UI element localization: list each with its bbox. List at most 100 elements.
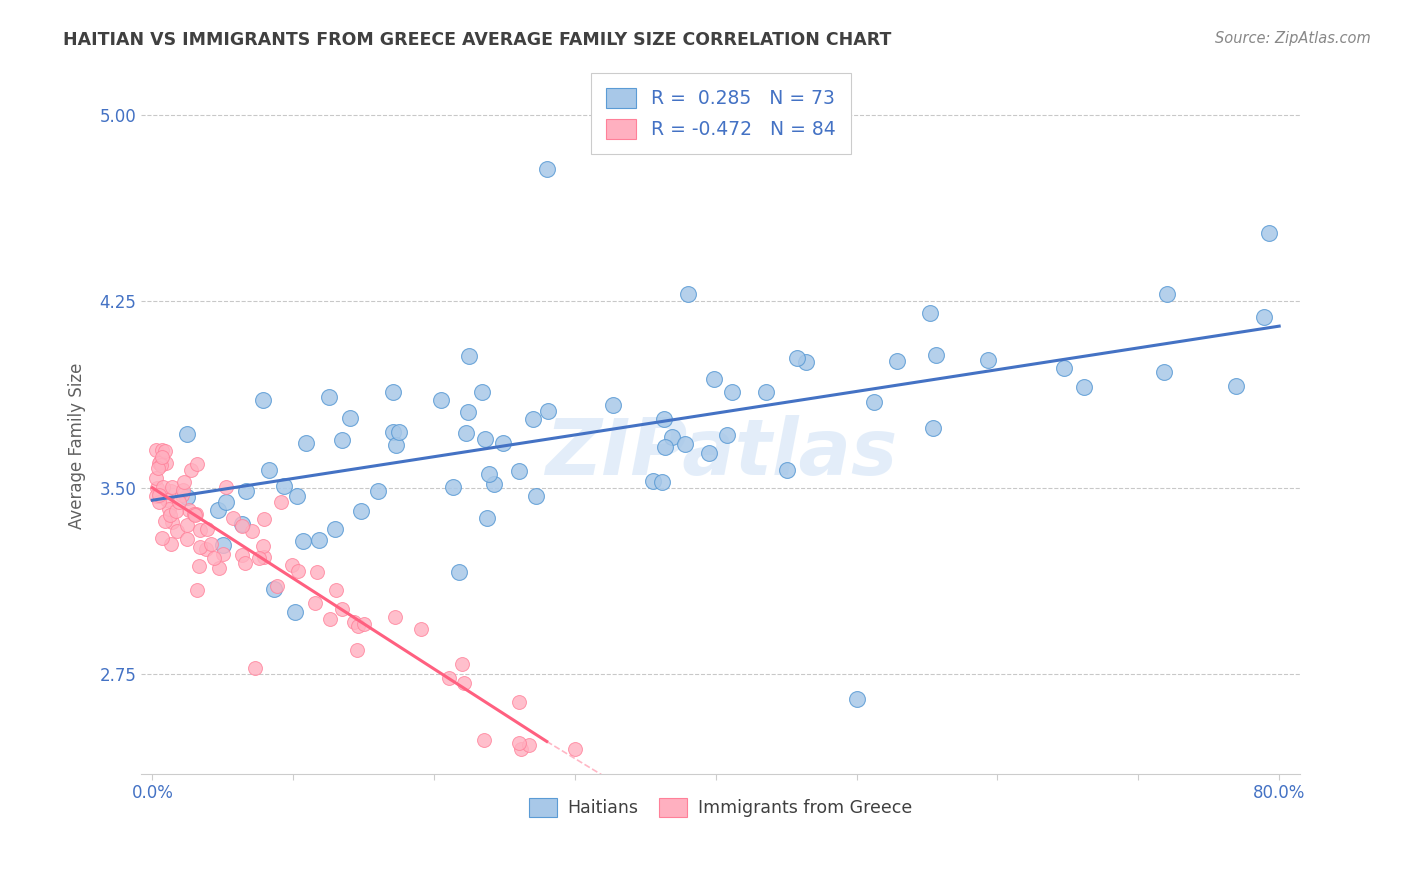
Point xyxy=(330,602,353,616)
Point xyxy=(231,548,253,562)
Point xyxy=(794,354,817,368)
Point xyxy=(176,517,198,532)
Point xyxy=(160,515,183,529)
Point xyxy=(200,537,222,551)
Point xyxy=(654,440,676,454)
Point xyxy=(755,384,778,399)
Point xyxy=(508,695,530,709)
Point xyxy=(977,353,1000,368)
Point xyxy=(339,411,361,425)
Point xyxy=(252,539,274,553)
Point xyxy=(661,430,683,444)
Point xyxy=(273,479,295,493)
Point xyxy=(247,551,270,566)
Point xyxy=(153,514,176,528)
Point xyxy=(651,475,673,489)
Point xyxy=(643,475,665,489)
Point xyxy=(240,524,263,538)
Point xyxy=(173,475,195,489)
Point xyxy=(330,433,353,447)
Point xyxy=(342,615,364,629)
Text: Source: ZipAtlas.com: Source: ZipAtlas.com xyxy=(1215,31,1371,46)
Point xyxy=(716,427,738,442)
Point xyxy=(207,503,229,517)
Point xyxy=(325,523,347,537)
Point xyxy=(235,483,257,498)
Point xyxy=(509,742,531,756)
Point xyxy=(457,349,479,363)
Point xyxy=(845,692,868,706)
Point xyxy=(786,351,808,365)
Point xyxy=(441,480,464,494)
Point xyxy=(429,393,451,408)
Point xyxy=(170,488,193,502)
Point xyxy=(180,463,202,477)
Point xyxy=(149,458,172,472)
Point xyxy=(160,537,183,551)
Point xyxy=(284,605,307,619)
Point xyxy=(145,489,167,503)
Point xyxy=(166,524,188,538)
Point xyxy=(308,533,330,548)
Point xyxy=(287,564,309,578)
Point xyxy=(1258,226,1281,240)
Point xyxy=(243,661,266,675)
Point xyxy=(925,348,948,362)
Point xyxy=(1156,286,1178,301)
Point xyxy=(508,736,530,750)
Point xyxy=(146,460,169,475)
Point xyxy=(775,463,797,477)
Point xyxy=(208,560,231,574)
Point xyxy=(281,558,304,573)
Point xyxy=(287,490,309,504)
Point xyxy=(1053,361,1076,376)
Point xyxy=(183,508,205,522)
Point xyxy=(471,384,494,399)
Point xyxy=(676,286,699,301)
Point xyxy=(325,582,347,597)
Point xyxy=(152,480,174,494)
Point xyxy=(266,579,288,593)
Point xyxy=(252,392,274,407)
Point xyxy=(447,565,470,579)
Point xyxy=(202,551,225,566)
Point xyxy=(167,494,190,508)
Point xyxy=(720,384,742,399)
Point xyxy=(602,398,624,412)
Point xyxy=(253,512,276,526)
Point xyxy=(319,611,342,625)
Point xyxy=(233,557,256,571)
Point xyxy=(156,492,179,507)
Point xyxy=(148,488,170,502)
Point xyxy=(172,483,194,497)
Point xyxy=(382,384,405,399)
Point xyxy=(508,464,530,478)
Point xyxy=(474,432,496,446)
Point xyxy=(187,558,209,573)
Point xyxy=(184,508,207,523)
Point xyxy=(1073,380,1095,394)
Point xyxy=(346,643,368,657)
Point xyxy=(307,565,329,579)
Point xyxy=(437,671,460,685)
Point xyxy=(149,455,172,469)
Point xyxy=(195,541,218,556)
Point xyxy=(863,395,886,409)
Point xyxy=(522,412,544,426)
Point xyxy=(1225,378,1247,392)
Point xyxy=(176,426,198,441)
Point xyxy=(150,531,173,545)
Point xyxy=(536,404,558,418)
Point xyxy=(215,494,238,508)
Point xyxy=(697,446,720,460)
Point xyxy=(484,477,506,491)
Point xyxy=(478,467,501,481)
Point xyxy=(155,456,177,470)
Point xyxy=(886,354,908,368)
Point xyxy=(652,412,675,426)
Point xyxy=(457,405,479,419)
Point xyxy=(384,609,406,624)
Point xyxy=(367,483,389,498)
Point xyxy=(146,481,169,495)
Point xyxy=(454,425,477,440)
